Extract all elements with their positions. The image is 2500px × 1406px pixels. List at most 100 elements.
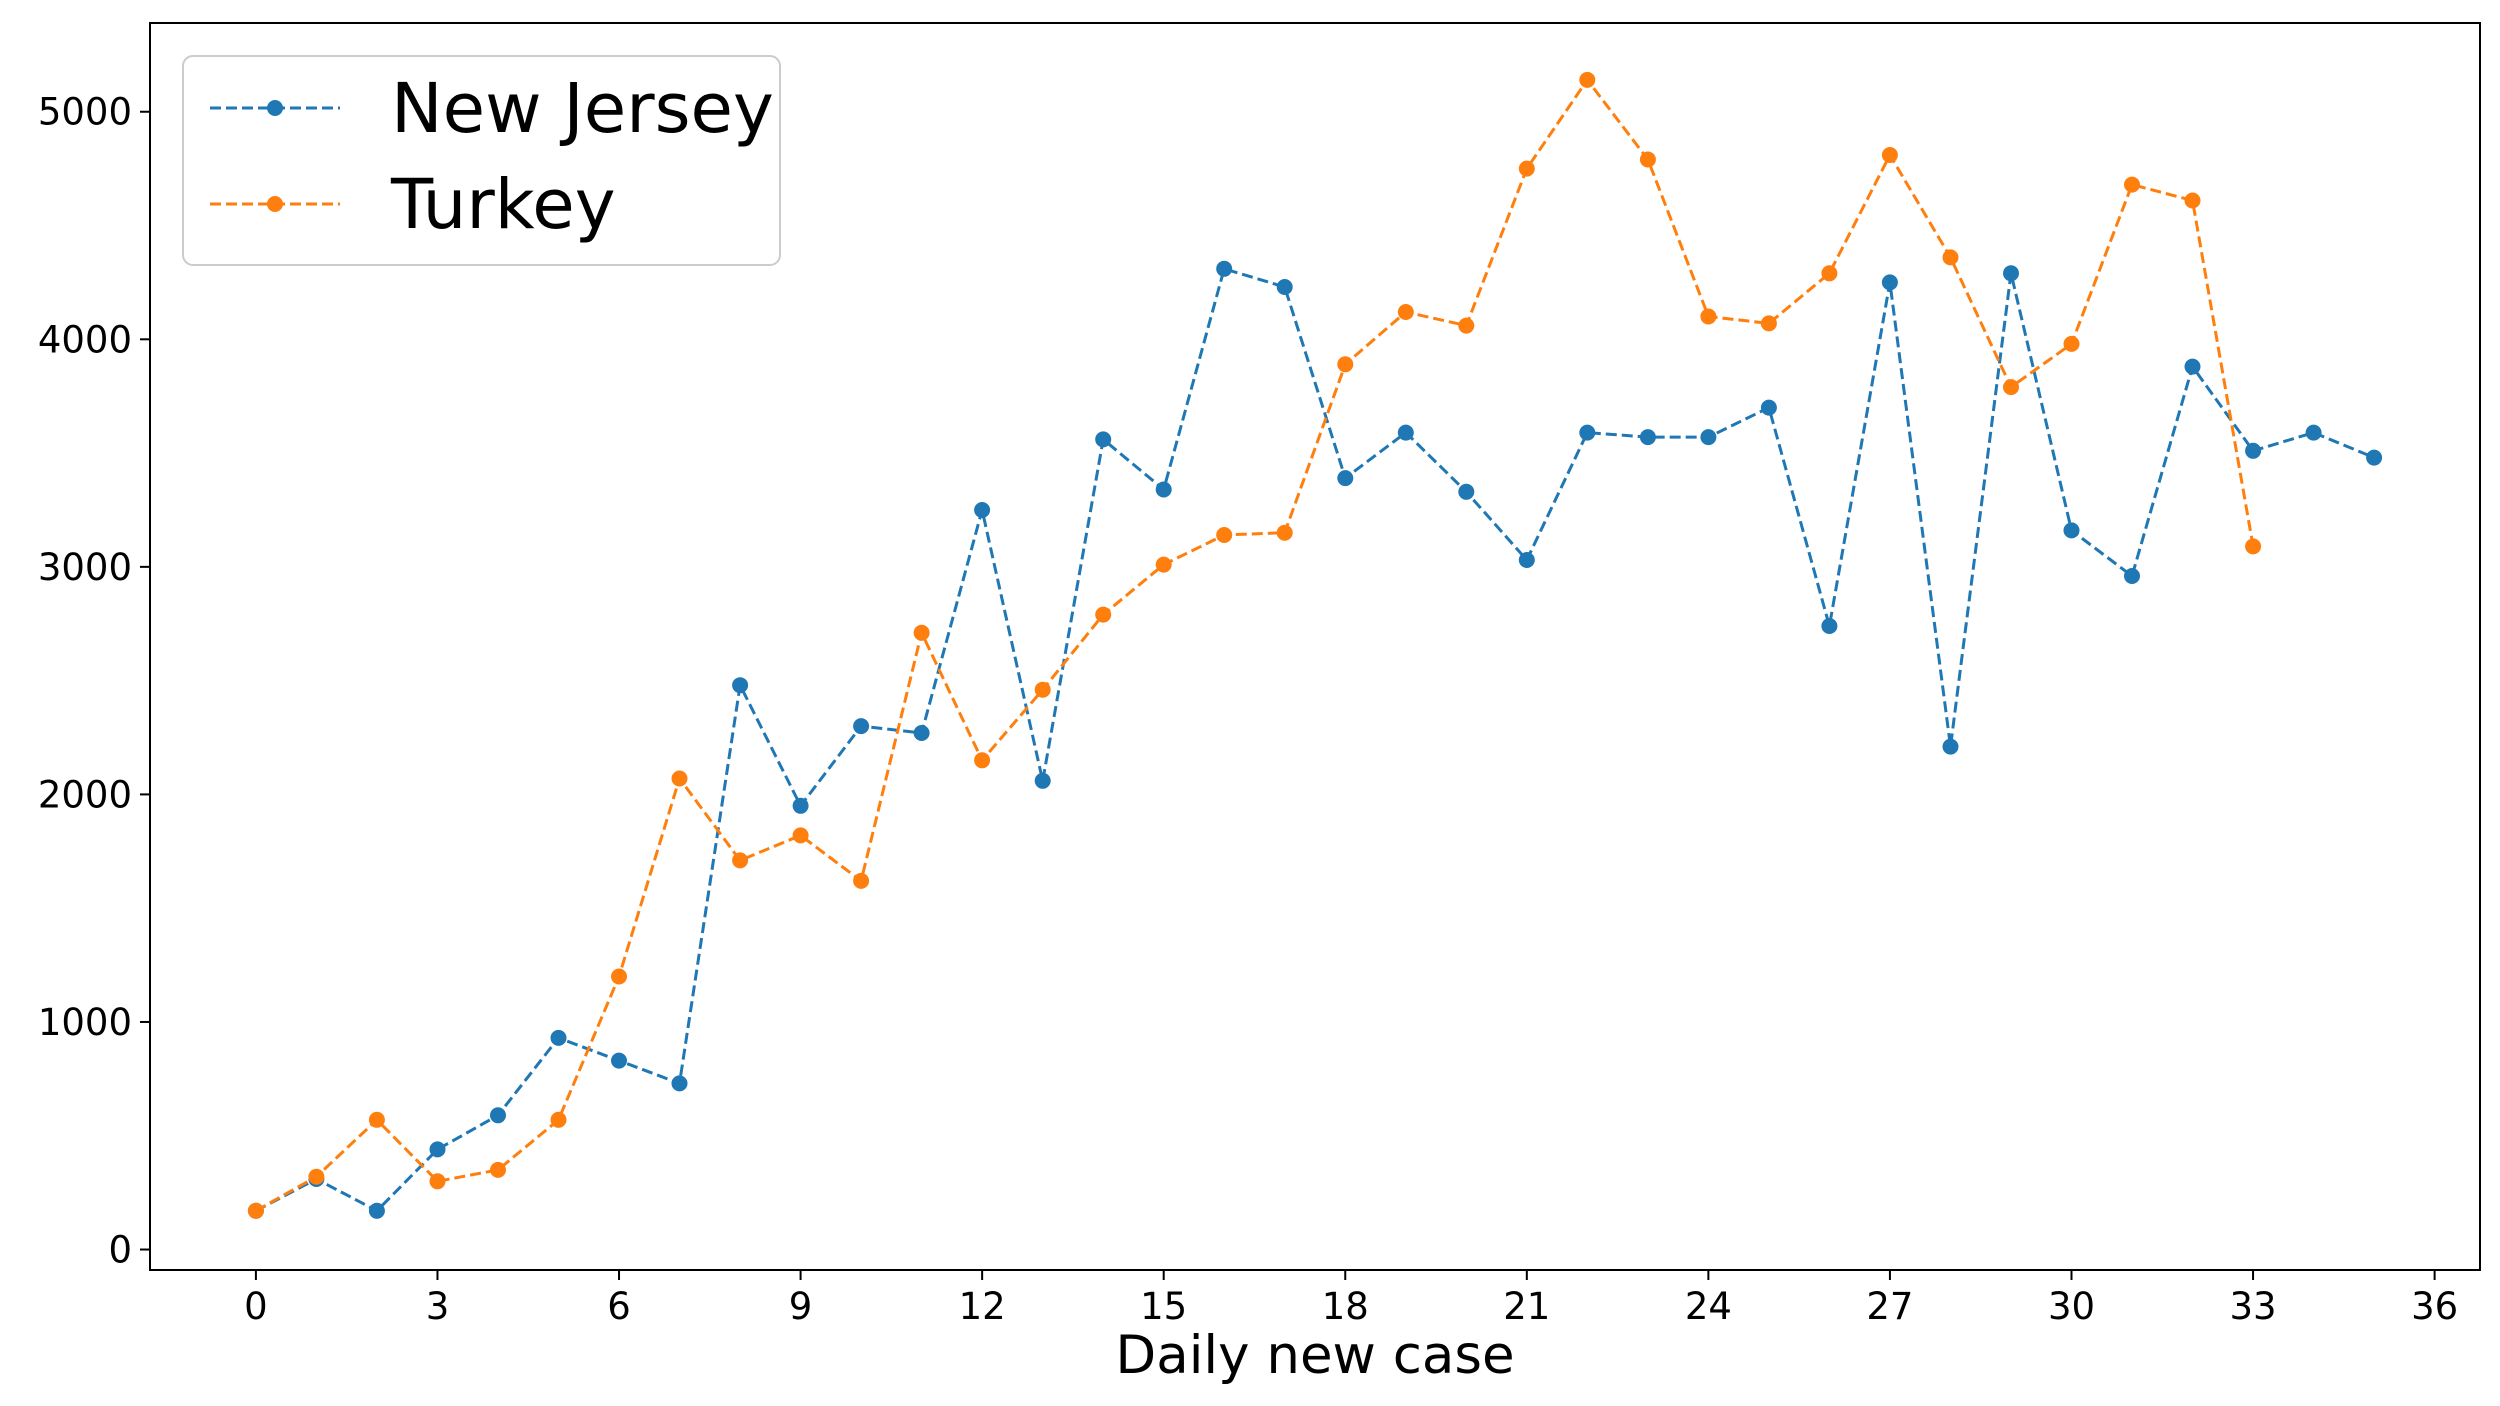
data-point-turkey-18 (1337, 356, 1354, 373)
data-point-turkey-19 (1397, 304, 1414, 320)
data-point-turkey-20 (1458, 317, 1475, 334)
legend-label-turkey: Turkey (390, 165, 616, 245)
data-point-new-jersey-25 (1760, 399, 1777, 416)
y-tick-label-2000: 2000 (38, 773, 132, 816)
data-point-turkey-13 (1034, 681, 1051, 698)
data-point-turkey-8 (732, 852, 749, 869)
data-point-turkey-2 (368, 1111, 385, 1128)
x-tick-label-18: 18 (1322, 1285, 1369, 1328)
data-point-new-jersey-12 (974, 502, 991, 518)
series-turkey (247, 71, 2262, 1219)
data-point-new-jersey-35 (2366, 449, 2383, 466)
y-tick-label-0: 0 (108, 1229, 132, 1272)
data-point-new-jersey-31 (2124, 568, 2140, 584)
data-point-turkey-0 (247, 1202, 264, 1219)
x-tick-label-36: 36 (2411, 1285, 2458, 1328)
data-point-new-jersey-6 (611, 1052, 627, 1069)
data-point-turkey-24 (1700, 308, 1717, 325)
data-point-new-jersey-3 (429, 1141, 446, 1158)
data-point-turkey-25 (1760, 315, 1777, 332)
x-axis: 0 3 6 9 12 15 18 21 24 27 30 33 36 (244, 1270, 2458, 1328)
data-point-turkey-7 (671, 770, 688, 787)
data-point-new-jersey-22 (1579, 424, 1596, 441)
x-tick-label-30: 30 (2048, 1285, 2095, 1328)
data-point-new-jersey-5 (550, 1029, 567, 1046)
data-point-turkey-29 (2003, 379, 2019, 396)
x-tick-label-6: 6 (607, 1285, 631, 1328)
data-point-turkey-31 (2124, 176, 2140, 193)
data-point-turkey-6 (611, 968, 627, 985)
series-line-new-jersey (255, 266, 2375, 1213)
x-tick-label-33: 33 (2230, 1285, 2277, 1328)
data-point-turkey-15 (1155, 556, 1172, 573)
data-point-turkey-27 (1881, 147, 1898, 163)
data-point-turkey-10 (853, 872, 870, 889)
data-point-turkey-32 (2184, 192, 2201, 209)
data-point-new-jersey-24 (1700, 429, 1717, 446)
data-point-new-jersey-32 (2184, 358, 2201, 375)
data-point-new-jersey-15 (1155, 481, 1172, 498)
data-point-new-jersey-20 (1458, 483, 1475, 500)
x-tick-label-21: 21 (1503, 1285, 1550, 1328)
x-tick-label-15: 15 (1140, 1285, 1187, 1328)
data-point-new-jersey-33 (2245, 442, 2262, 459)
data-point-turkey-28 (1942, 249, 1959, 266)
data-point-new-jersey-7 (671, 1075, 688, 1092)
data-point-new-jersey-11 (913, 725, 930, 741)
data-point-new-jersey-34 (2305, 424, 2322, 441)
data-point-turkey-12 (974, 752, 991, 769)
series-line-turkey (255, 77, 2255, 1213)
data-point-new-jersey-4 (490, 1107, 506, 1124)
plot-frame (149, 22, 2481, 1271)
legend-label-new-jersey: New Jersey (391, 69, 774, 149)
x-tick-label-3: 3 (426, 1285, 450, 1328)
data-point-turkey-1 (308, 1168, 325, 1185)
data-point-turkey-17 (1276, 524, 1293, 541)
x-tick-label-12: 12 (959, 1285, 1006, 1328)
data-point-new-jersey-14 (1095, 431, 1112, 448)
x-tick-label-24: 24 (1685, 1285, 1732, 1328)
data-point-new-jersey-19 (1397, 424, 1414, 441)
data-point-turkey-33 (2245, 538, 2262, 555)
data-point-new-jersey-23 (1639, 429, 1656, 446)
y-tick-label-1000: 1000 (38, 1001, 132, 1044)
data-point-turkey-5 (550, 1111, 567, 1128)
data-point-new-jersey-27 (1881, 274, 1898, 291)
x-tick-label-9: 9 (789, 1285, 813, 1328)
x-tick-label-0: 0 (244, 1285, 268, 1328)
legend: New Jersey Turkey (182, 55, 781, 266)
data-point-turkey-3 (429, 1173, 446, 1190)
data-point-new-jersey-2 (368, 1202, 385, 1219)
data-point-turkey-30 (2063, 335, 2080, 352)
data-point-turkey-26 (1821, 265, 1838, 282)
data-point-turkey-16 (1216, 527, 1233, 543)
legend-marker-new-jersey (267, 100, 283, 116)
y-axis: 0 1000 2000 3000 4000 5000 (38, 91, 150, 1272)
x-tick-label-27: 27 (1866, 1285, 1913, 1328)
data-point-new-jersey-9 (792, 797, 809, 814)
y-tick-label-3000: 3000 (38, 546, 132, 589)
data-point-turkey-22 (1579, 71, 1596, 88)
legend-marker-turkey (267, 196, 283, 212)
y-tick-label-5000: 5000 (38, 91, 132, 134)
data-point-turkey-23 (1639, 151, 1656, 168)
series-layer (247, 71, 2383, 1219)
data-point-new-jersey-16 (1216, 260, 1233, 277)
data-point-new-jersey-17 (1276, 279, 1293, 295)
data-point-turkey-14 (1095, 606, 1112, 623)
data-point-new-jersey-28 (1942, 738, 1959, 755)
y-tick-label-4000: 4000 (38, 318, 132, 361)
data-point-turkey-21 (1518, 160, 1535, 177)
data-point-new-jersey-21 (1518, 552, 1535, 568)
data-point-turkey-4 (490, 1161, 506, 1178)
x-axis-title: Daily new case (1115, 1325, 1514, 1386)
data-point-new-jersey-13 (1034, 772, 1051, 789)
data-point-turkey-9 (792, 827, 809, 844)
data-point-new-jersey-18 (1337, 470, 1354, 487)
data-point-new-jersey-29 (2003, 265, 2019, 282)
data-point-turkey-11 (913, 624, 930, 641)
data-point-new-jersey-26 (1821, 618, 1838, 634)
data-point-new-jersey-30 (2063, 522, 2080, 539)
data-point-new-jersey-8 (732, 677, 749, 694)
